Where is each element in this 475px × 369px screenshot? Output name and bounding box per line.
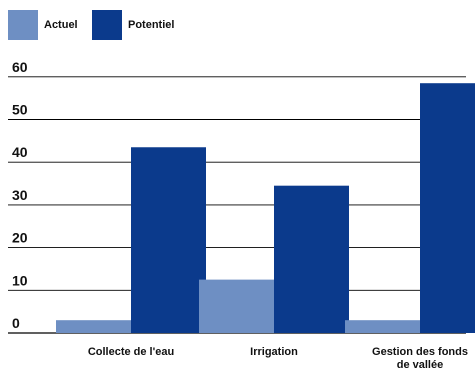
y-tick-label: 20 xyxy=(12,230,28,246)
legend-label-potentiel: Potentiel xyxy=(128,19,175,31)
bar-actuel-0 xyxy=(56,320,131,333)
y-tick-label: 0 xyxy=(12,315,20,331)
legend-label-actuel: Actuel xyxy=(44,19,78,31)
category-label: Irrigation xyxy=(250,346,298,358)
y-tick-label: 40 xyxy=(12,144,28,160)
y-tick-label: 30 xyxy=(12,187,28,203)
bar-potentiel-0 xyxy=(131,147,206,333)
y-tick-label: 60 xyxy=(12,59,28,75)
bar-potentiel-2 xyxy=(420,83,475,333)
y-tick-label: 50 xyxy=(12,102,28,118)
y-tick-labels: 0 10 20 30 40 50 60 xyxy=(12,59,28,331)
legend-swatch-actuel xyxy=(8,10,38,40)
category-label: de vallée xyxy=(397,359,443,369)
bar-actuel-1 xyxy=(199,279,274,333)
bar-potentiel-1 xyxy=(274,185,349,333)
legend-swatch-potentiel xyxy=(92,10,122,40)
bars xyxy=(56,83,475,333)
category-label: Collecte de l'eau xyxy=(88,346,174,358)
category-label: Gestion des fonds xyxy=(372,346,468,358)
category-labels: Collecte de l'eau Irrigation Gestion des f… xyxy=(88,346,468,369)
bar-actuel-2 xyxy=(345,320,420,333)
y-tick-label: 10 xyxy=(12,272,28,288)
